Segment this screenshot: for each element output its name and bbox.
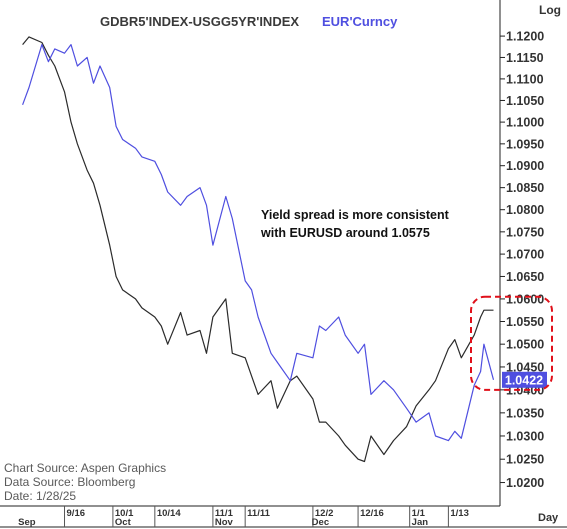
y-tick-label: 1.1100 bbox=[506, 72, 544, 86]
x-tick-label: 10/14 bbox=[157, 508, 181, 519]
x-axis-label: Day bbox=[538, 512, 559, 524]
annotation-line-2: with EURUSD around 1.0575 bbox=[260, 226, 430, 240]
series-line-eur-curncy bbox=[22, 43, 495, 442]
x-tick-label: 12/2 bbox=[315, 508, 334, 519]
y-tick-label: 1.0800 bbox=[506, 203, 544, 217]
x-month-label: Dec bbox=[312, 517, 329, 528]
y-tick-label: 1.0550 bbox=[506, 315, 544, 329]
x-month-label: Oct bbox=[115, 517, 132, 528]
date-text: Date: 1/28/25 bbox=[4, 489, 76, 503]
y-tick-label: 1.0350 bbox=[506, 406, 544, 420]
x-tick-label: 10/1 bbox=[115, 508, 134, 519]
y-tick-label: 1.1050 bbox=[506, 94, 544, 108]
last-value-tag: 1.0422 bbox=[502, 371, 547, 388]
x-tick-label: 11/1 bbox=[215, 508, 234, 519]
series-line-yield-spread bbox=[22, 36, 494, 463]
annotation-line-1: Yield spread is more consistent bbox=[261, 208, 450, 222]
y-tick-label: 1.1000 bbox=[506, 116, 544, 130]
y-tick-label: 1.1200 bbox=[506, 30, 544, 44]
x-tick-label: 9/16 bbox=[67, 508, 86, 519]
y-tick-label: 1.1150 bbox=[506, 51, 544, 65]
legend-eur: EUR'Curncy bbox=[322, 14, 398, 29]
x-tick-label: 11/11 bbox=[247, 508, 270, 519]
x-tick-label: 1/13 bbox=[450, 508, 469, 519]
y-tick-label: 1.0300 bbox=[506, 429, 544, 443]
y-tick-label: 1.0700 bbox=[506, 248, 544, 262]
data-source-text: Data Source: Bloomberg bbox=[4, 475, 135, 489]
y-tick-label: 1.0750 bbox=[506, 225, 544, 239]
y-tick-label: 1.0600 bbox=[506, 292, 544, 306]
x-month-label: Jan bbox=[412, 517, 429, 528]
y-tick-label: 1.0200 bbox=[506, 476, 544, 490]
y-tick-label: 1.0850 bbox=[506, 181, 544, 195]
y-scale-label: Log bbox=[539, 3, 561, 17]
y-tick-label: 1.0250 bbox=[506, 453, 544, 467]
x-tick-label: 12/16 bbox=[360, 508, 384, 519]
last-value-tag-background bbox=[502, 371, 547, 388]
y-tick-label: 1.0500 bbox=[506, 338, 544, 352]
chart-title: GDBR5'INDEX-USGG5YR'INDEX bbox=[100, 14, 299, 29]
x-tick-label: 1/1 bbox=[412, 508, 426, 519]
y-tick-label: 1.0450 bbox=[506, 360, 544, 374]
x-month-label: Nov bbox=[215, 517, 234, 528]
y-tick-label: 1.0900 bbox=[506, 159, 544, 173]
last-value-tag-text: 1.0422 bbox=[505, 373, 543, 387]
chart-source-text: Chart Source: Aspen Graphics bbox=[4, 461, 166, 475]
x-month-label: Sep bbox=[18, 517, 36, 528]
x-axis-ticks: 9/16 10/1 10/14 11/1 11/11 12/2 12/16 1/1 1/13 Se… bbox=[18, 506, 469, 528]
y-tick-label: 1.0650 bbox=[506, 270, 544, 284]
y-tick-label: 1.0950 bbox=[506, 137, 544, 151]
